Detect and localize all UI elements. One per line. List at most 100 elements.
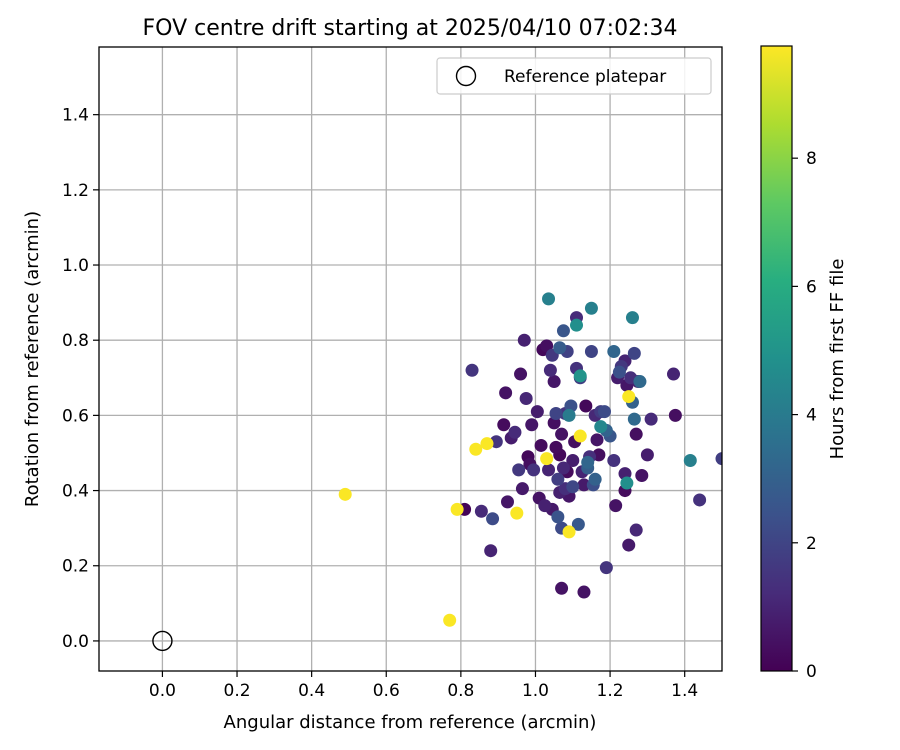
data-point (644, 412, 658, 426)
data-point (622, 538, 636, 552)
reference-platepar-marker (152, 630, 173, 652)
x-tick-label: 1.0 (522, 681, 549, 701)
data-point (625, 311, 639, 325)
colorbar-ticks: 0 2 4 6 8 (792, 149, 817, 682)
data-point (573, 369, 587, 383)
data-point (571, 517, 585, 531)
data-point (573, 429, 587, 443)
data-point (508, 425, 522, 439)
legend-label: Reference platepar (504, 67, 666, 87)
data-points (338, 292, 722, 627)
data-point (693, 493, 707, 507)
y-tick-label: 1.2 (62, 181, 89, 201)
data-point (540, 339, 554, 353)
data-point (629, 427, 643, 441)
data-point (450, 502, 464, 516)
data-point (547, 375, 561, 389)
data-point (551, 510, 565, 524)
chart-title: FOV centre drift starting at 2025/04/10 … (143, 16, 678, 41)
data-point (667, 367, 681, 381)
data-point (635, 469, 649, 483)
data-point (609, 499, 623, 513)
data-point (474, 504, 488, 518)
y-tick-label: 0.0 (62, 632, 89, 652)
data-point (566, 453, 580, 467)
y-axis-label: Rotation from reference (arcmin) (22, 211, 43, 507)
data-point (715, 452, 722, 466)
data-point (581, 455, 595, 469)
data-point (338, 487, 352, 501)
data-point (577, 585, 591, 599)
y-tick-label: 0.8 (62, 331, 89, 351)
x-tick-label: 0.2 (224, 681, 251, 701)
x-axis-ticks: 0.0 0.2 0.4 0.6 0.8 1.0 1.2 1.4 (149, 671, 698, 701)
data-point (543, 363, 557, 377)
data-point (549, 440, 563, 454)
data-point (486, 512, 500, 526)
y-tick-label: 1.0 (62, 256, 89, 276)
data-point (579, 399, 593, 413)
data-point (551, 472, 565, 486)
data-point (517, 333, 531, 347)
data-point (562, 525, 576, 539)
data-point (590, 433, 604, 447)
data-point (465, 363, 479, 377)
data-point (515, 482, 529, 496)
colorbar-gradient (760, 45, 793, 672)
data-point (555, 581, 569, 595)
data-point (530, 405, 544, 419)
x-tick-label: 0.6 (373, 681, 400, 701)
colorbar-tick-label: 8 (806, 149, 817, 169)
data-point (584, 301, 598, 315)
data-point (469, 442, 483, 456)
data-point (443, 613, 457, 627)
data-point (553, 341, 567, 355)
y-tick-label: 0.2 (62, 557, 89, 577)
x-tick-label: 1.2 (597, 681, 624, 701)
colorbar-label: Hours from first FF file (827, 259, 848, 460)
data-point (556, 461, 570, 475)
colorbar-tick-label: 0 (806, 662, 817, 682)
colorbar: 0 2 4 6 8 Hours from first FF file (760, 45, 848, 682)
data-point (540, 452, 554, 466)
x-tick-label: 0.8 (447, 681, 474, 701)
colorbar-tick-label: 6 (806, 277, 817, 297)
legend-box (436, 57, 712, 95)
data-point (627, 346, 641, 360)
data-point (599, 561, 613, 575)
data-point (570, 318, 584, 332)
data-point (499, 386, 513, 400)
data-point (562, 408, 576, 422)
data-point (527, 463, 541, 477)
data-point (480, 437, 494, 451)
data-point (584, 344, 598, 358)
y-tick-label: 1.4 (62, 106, 89, 126)
colorbar-tick-label: 4 (806, 406, 817, 426)
data-point (588, 472, 602, 486)
data-point (542, 463, 556, 477)
grid-lines (99, 47, 722, 671)
reference-point (152, 630, 173, 652)
data-point (549, 407, 563, 421)
data-point (510, 506, 524, 520)
data-point (525, 418, 539, 432)
data-point (620, 476, 634, 490)
data-point (597, 405, 611, 419)
data-point (566, 480, 580, 494)
data-point (607, 344, 621, 358)
data-point (512, 463, 526, 477)
x-axis-label: Angular distance from reference (arcmin) (224, 712, 597, 733)
data-point (612, 365, 626, 379)
y-tick-label: 0.4 (62, 482, 89, 502)
x-tick-label: 0.4 (298, 681, 325, 701)
data-point (514, 367, 528, 381)
x-tick-label: 1.4 (671, 681, 698, 701)
data-point (555, 427, 569, 441)
data-point (519, 391, 533, 405)
legend-marker (455, 65, 477, 87)
data-point (534, 438, 548, 452)
colorbar-tick-label: 2 (806, 534, 817, 554)
data-point (556, 324, 570, 338)
data-point (594, 420, 608, 434)
